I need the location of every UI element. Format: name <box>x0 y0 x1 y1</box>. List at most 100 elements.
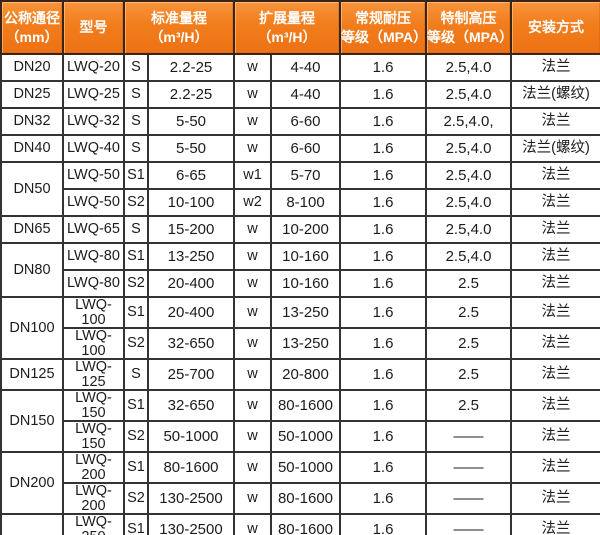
cell-pressure: 1.6 <box>339 482 427 515</box>
cell-high-pressure: 2.5,4.0 <box>425 134 512 163</box>
cell-w-mark: w <box>233 451 272 484</box>
table-row: DN150 LWQ-150 S1 32-650 w 80-1600 1.6 2.… <box>0 389 600 453</box>
col-header-high-pressure-rating: 特制高压 等级（MPA） <box>425 0 512 55</box>
cell-w-mark: w <box>233 80 272 109</box>
cell-high-pressure: —— <box>425 420 512 453</box>
cell-w-mark: w <box>233 389 272 422</box>
cell-ext-range: 6-60 <box>270 134 341 163</box>
cell-ext-range: 10-160 <box>270 269 341 298</box>
cell-s-mark: S <box>123 358 149 391</box>
cell-ext-range: 4-40 <box>270 80 341 109</box>
cell-dn: DN50 <box>0 161 64 217</box>
table-row: DN125 LWQ-125 S 25-700 w 20-800 1.6 2.5 … <box>0 358 600 391</box>
cell-model: LWQ-40 <box>62 134 125 163</box>
cell-dn: DN25 <box>0 80 64 109</box>
cell-model: LWQ-65 <box>62 215 125 244</box>
col-header-install-method: 安装方式 <box>510 0 600 55</box>
cell-w-mark: w <box>233 134 272 163</box>
col-header-nominal-diameter: 公称通径 （mm） <box>0 0 64 55</box>
cell-install: 法兰(螺纹) <box>510 80 600 109</box>
cell-model: LWQ-20 <box>62 53 125 82</box>
cell-pressure: 1.6 <box>339 269 427 298</box>
table-row: DN200 LWQ-200 S1 80-1600 w 50-1000 1.6 —… <box>0 451 600 515</box>
table-row: LWQ-200 S2 130-2500 w 80-1600 1.6 —— 法兰 <box>1 482 600 515</box>
cell-w-mark: w <box>233 482 272 515</box>
table-row: DN100 LWQ-100 S1 20-400 w 13-250 1.6 2.5… <box>0 296 600 360</box>
cell-pressure: 1.6 <box>339 53 427 82</box>
table-row: LWQ-150 S2 50-1000 w 50-1000 1.6 —— 法兰 <box>1 420 600 453</box>
cell-dn: DN40 <box>0 134 64 163</box>
cell-install: 法兰 <box>510 451 600 484</box>
cell-high-pressure: 2.5,4.0 <box>425 242 512 271</box>
cell-install: 法兰 <box>510 513 600 535</box>
cell-s-mark: S2 <box>123 482 149 515</box>
cell-dn: DN125 <box>0 358 64 391</box>
cell-w-mark: w <box>233 107 272 136</box>
col-header-standard-range: 标准量程 （m³/H） <box>123 0 235 55</box>
cell-s-mark: S1 <box>123 451 149 484</box>
cell-pressure: 1.6 <box>339 188 427 217</box>
cell-pressure: 1.6 <box>339 161 427 190</box>
header-row: 公称通径 （mm） 型号 标准量程 （m³/H） 扩展量程 （m³/H） 常规耐… <box>0 0 600 55</box>
cell-pressure: 1.6 <box>339 215 427 244</box>
cell-s-mark: S2 <box>123 188 149 217</box>
cell-pressure: 1.6 <box>339 451 427 484</box>
cell-model: LWQ-100 <box>62 296 125 329</box>
cell-std-range: 13-250 <box>147 242 235 271</box>
cell-s-mark: S <box>123 80 149 109</box>
cell-high-pressure: 2.5 <box>425 389 512 422</box>
cell-high-pressure: 2.5 <box>425 296 512 329</box>
cell-model: LWQ-80 <box>62 269 125 298</box>
cell-dn: DN80 <box>0 242 64 298</box>
cell-std-range: 20-400 <box>147 269 235 298</box>
cell-pressure: 1.6 <box>339 420 427 453</box>
cell-std-range: 5-50 <box>147 107 235 136</box>
cell-model: LWQ-150 <box>62 420 125 453</box>
cell-install: 法兰 <box>510 269 600 298</box>
cell-high-pressure: 2.5,4.0 <box>425 80 512 109</box>
cell-std-range: 130-2500 <box>147 513 235 535</box>
cell-pressure: 1.6 <box>339 327 427 360</box>
cell-install: 法兰 <box>510 107 600 136</box>
cell-ext-range: 13-250 <box>270 296 341 329</box>
cell-w-mark: w <box>233 513 272 535</box>
cell-dn: DN200 <box>0 451 64 515</box>
cell-s-mark: S2 <box>123 420 149 453</box>
cell-install: 法兰(螺纹) <box>510 134 600 163</box>
cell-pressure: 1.6 <box>339 358 427 391</box>
cell-ext-range: 5-70 <box>270 161 341 190</box>
cell-high-pressure: 2.5,4.0, <box>425 107 512 136</box>
cell-ext-range: 4-40 <box>270 53 341 82</box>
table-row: DN80 LWQ-80 S1 13-250 w 10-160 1.6 2.5,4… <box>0 242 600 298</box>
cell-high-pressure: 2.5 <box>425 327 512 360</box>
col-header-model: 型号 <box>62 0 125 55</box>
cell-s-mark: S1 <box>123 389 149 422</box>
cell-model: LWQ-32 <box>62 107 125 136</box>
cell-std-range: 10-100 <box>147 188 235 217</box>
cell-high-pressure: 2.5,4.0 <box>425 215 512 244</box>
cell-high-pressure: 2.5 <box>425 269 512 298</box>
cell-dn: DN32 <box>0 107 64 136</box>
cell-w-mark: w1 <box>233 161 272 190</box>
col-header-extended-range: 扩展量程 （m³/H） <box>233 0 341 55</box>
table-row: DN250 LWQ-250 S1 130-2500 w 80-1600 1.6 … <box>0 513 600 535</box>
cell-std-range: 15-200 <box>147 215 235 244</box>
cell-high-pressure: —— <box>425 513 512 535</box>
cell-ext-range: 50-1000 <box>270 451 341 484</box>
cell-ext-range: 80-1600 <box>270 513 341 535</box>
table-row: LWQ-100 S2 32-650 w 13-250 1.6 2.5 法兰 <box>1 327 600 360</box>
cell-install: 法兰 <box>510 389 600 422</box>
cell-dn: DN250 <box>0 513 64 535</box>
cell-model: LWQ-150 <box>62 389 125 422</box>
cell-pressure: 1.6 <box>339 389 427 422</box>
cell-pressure: 1.6 <box>339 80 427 109</box>
cell-install: 法兰 <box>510 188 600 217</box>
cell-w-mark: w2 <box>233 188 272 217</box>
cell-model: LWQ-25 <box>62 80 125 109</box>
cell-ext-range: 80-1600 <box>270 482 341 515</box>
cell-std-range: 32-650 <box>147 389 235 422</box>
cell-dn: DN150 <box>0 389 64 453</box>
cell-s-mark: S1 <box>123 513 149 535</box>
